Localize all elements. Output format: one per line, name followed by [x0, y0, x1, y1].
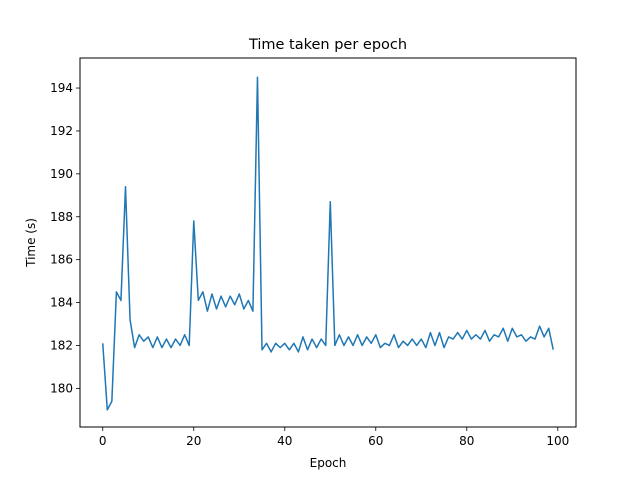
series-line-0: [102, 76, 554, 411]
y-axis-label: Time (s): [24, 218, 38, 268]
x-tick-label: 20: [186, 434, 201, 448]
plot-frame: [79, 57, 577, 428]
y-tick-label: 182: [50, 338, 73, 352]
y-tick-label: 194: [50, 81, 73, 95]
plot-area: 0 20 40 60 80 100 180 182 184 186 188 190 192 194: [50, 76, 569, 448]
x-tick-label: 40: [277, 434, 292, 448]
y-tick-label: 184: [50, 296, 73, 310]
x-tick-label: 100: [546, 434, 569, 448]
x-tick-label: 80: [459, 434, 474, 448]
x-tick-label: 60: [368, 434, 383, 448]
y-tick-label: 188: [50, 210, 73, 224]
y-tick-label: 186: [50, 253, 73, 267]
y-tick-label: 192: [50, 124, 73, 138]
x-axis-label: Epoch: [310, 456, 347, 470]
y-tick-label: 180: [50, 381, 73, 395]
x-tick-label: 0: [99, 434, 107, 448]
y-tick-label: 190: [50, 167, 73, 181]
chart-title: Time taken per epoch: [248, 37, 407, 53]
